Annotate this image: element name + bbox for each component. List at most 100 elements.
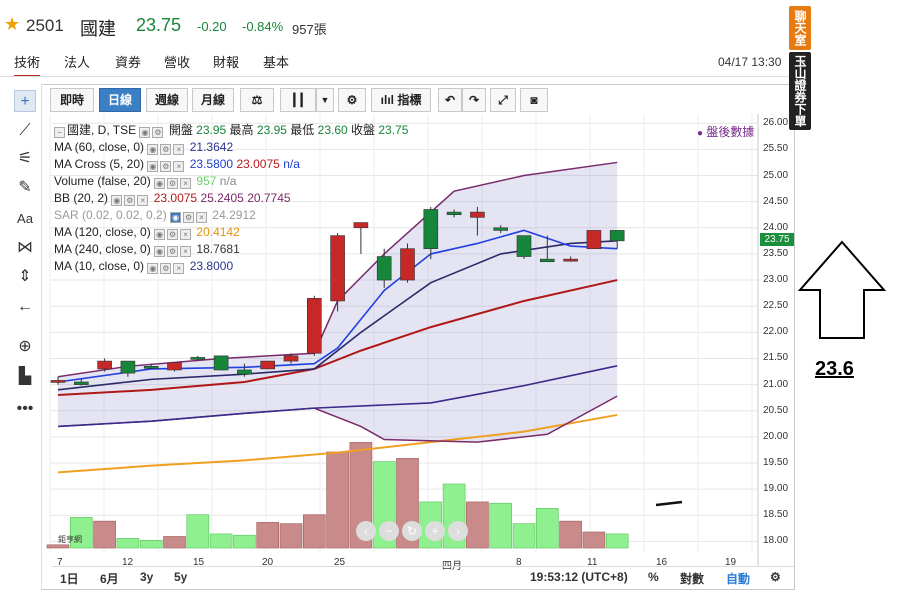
visibility-icon[interactable]: ◉: [111, 195, 123, 206]
intraday-button[interactable]: 即時: [50, 88, 94, 112]
settings-icon[interactable]: ⚙: [160, 161, 172, 172]
close-icon[interactable]: ×: [173, 263, 185, 274]
close-icon[interactable]: ×: [137, 195, 149, 206]
auto-scale-button[interactable]: 自動: [726, 572, 751, 586]
y-tick-label: 26.00: [763, 117, 789, 129]
range-6m-button[interactable]: 6月: [100, 572, 119, 586]
close-icon[interactable]: ×: [180, 178, 192, 189]
zoom-in-icon[interactable]: ⊕: [18, 338, 32, 355]
legend-sar-value: 24.2912: [212, 208, 256, 222]
last-price-label: 23.75: [760, 233, 794, 246]
scroll-right-icon[interactable]: ›: [448, 521, 468, 541]
brush-icon[interactable]: ✎: [18, 179, 32, 196]
settings-icon[interactable]: ⚙: [152, 127, 164, 138]
legend-volume-value: 957: [196, 174, 217, 188]
chevron-down-icon[interactable]: ▼: [316, 88, 334, 112]
visibility-icon[interactable]: ◉: [147, 161, 159, 172]
redo-icon[interactable]: ↷: [462, 88, 486, 112]
fullscreen-icon[interactable]: ⤢: [490, 88, 516, 112]
settings-icon[interactable]: ⚙: [167, 178, 179, 189]
tab-technical[interactable]: 技術: [14, 52, 41, 77]
weekly-button[interactable]: 週線: [146, 88, 188, 112]
settings-gear-icon[interactable]: ⚙: [338, 88, 366, 112]
collapse-icon[interactable]: −: [54, 127, 65, 138]
back-arrow-icon[interactable]: ←: [17, 298, 33, 315]
y-tick-label: 24.50: [763, 195, 789, 207]
legend-volume: Volume (false, 20) ◉ ⚙ × 957 n/a: [54, 173, 236, 189]
range-5y-button[interactable]: 5y: [174, 570, 188, 584]
visibility-icon[interactable]: ◉: [154, 246, 166, 257]
close-icon[interactable]: ×: [173, 161, 185, 172]
settings-icon[interactable]: ⚙: [167, 246, 179, 257]
after-hours-link[interactable]: ● 盤後數據: [697, 123, 754, 140]
stock-price: 23.75: [136, 15, 182, 35]
daily-button[interactable]: 日線: [99, 88, 141, 112]
undo-icon[interactable]: ↶: [438, 88, 462, 112]
clock-time: 19:53:12 (UTC+8): [530, 570, 628, 584]
close-icon[interactable]: ×: [180, 246, 192, 257]
pattern-icon[interactable]: ⋈: [17, 239, 33, 256]
more-icon[interactable]: •••: [16, 400, 34, 417]
x-tick-label: 11: [587, 557, 598, 568]
up-arrow-icon: [797, 240, 887, 339]
visibility-icon[interactable]: ◉: [154, 178, 166, 189]
chat-room-tab[interactable]: 聊天室: [789, 6, 811, 50]
candle-type-icon[interactable]: ┃┃: [280, 88, 316, 112]
close-icon[interactable]: ×: [196, 212, 208, 223]
settings-icon[interactable]: ⚙: [160, 144, 172, 155]
legend-ma10-name: MA (10, close, 0): [54, 259, 145, 273]
settings-gear-small-icon[interactable]: ⚙: [770, 570, 781, 584]
legend-high: 23.95: [256, 123, 287, 137]
update-timestamp: 04/17 13:30: [718, 55, 782, 69]
visibility-icon[interactable]: ◉: [154, 229, 166, 240]
crosshair-icon[interactable]: +: [14, 90, 36, 112]
close-icon[interactable]: ×: [173, 144, 185, 155]
y-tick-label: 21.00: [763, 378, 789, 390]
broker-order-tab[interactable]: 玉山證券下單: [789, 52, 811, 130]
scroll-left-icon[interactable]: ‹: [356, 521, 376, 541]
fibonacci-icon[interactable]: ⚟: [17, 150, 33, 167]
camera-icon[interactable]: ◙: [520, 88, 548, 112]
range-3y-button[interactable]: 3y: [140, 570, 154, 584]
settings-icon[interactable]: ⚙: [160, 263, 172, 274]
ruler-icon[interactable]: ▙: [18, 368, 32, 385]
zoom-out-icon[interactable]: −: [379, 521, 399, 541]
settings-icon[interactable]: ⚙: [183, 212, 195, 223]
indicators-button[interactable]: ılıl 指標: [371, 88, 431, 112]
legend-bb-name: BB (20, 2): [54, 191, 109, 205]
visibility-icon[interactable]: ◉: [170, 212, 182, 223]
compare-scale-icon[interactable]: ⚖: [240, 88, 274, 112]
visibility-icon[interactable]: ◉: [147, 263, 159, 274]
monthly-button[interactable]: 月線: [192, 88, 234, 112]
x-tick-label: 16: [656, 557, 668, 568]
settings-icon[interactable]: ⚙: [124, 195, 136, 206]
y-tick-label: 24.00: [763, 221, 789, 233]
legend-ma60-value: 21.3642: [189, 140, 234, 154]
tab-financials[interactable]: 財報: [213, 55, 240, 70]
y-tick-label: 23.00: [763, 274, 789, 286]
zoom-in-nav-icon[interactable]: +: [425, 521, 445, 541]
legend-high-label: 最高: [229, 123, 254, 137]
measure-icon[interactable]: ⇕: [18, 268, 32, 285]
reset-icon[interactable]: ↻: [402, 521, 422, 541]
legend-ma120: MA (120, close, 0) ◉ ⚙ × 20.4142: [54, 224, 240, 240]
purple-dot-icon: ●: [697, 128, 704, 139]
y-tick-label: 18.50: [763, 509, 789, 521]
visibility-icon[interactable]: ◉: [147, 144, 159, 155]
legend-sar-name: SAR (0.02, 0.02, 0.2): [54, 208, 167, 222]
tab-margin[interactable]: 資券: [115, 55, 142, 70]
close-icon[interactable]: ×: [180, 229, 192, 240]
price-change: -0.20: [197, 19, 227, 34]
trendline-icon[interactable]: ⟋: [19, 122, 31, 139]
stock-name: 國建: [80, 19, 116, 39]
log-scale-button[interactable]: 對數: [680, 572, 705, 586]
visibility-icon[interactable]: ◉: [139, 127, 151, 138]
text-tool-icon[interactable]: Aa: [17, 211, 33, 226]
favorite-star-icon[interactable]: ★: [4, 14, 21, 34]
percent-scale-button[interactable]: %: [648, 570, 659, 584]
tab-basic[interactable]: 基本: [263, 55, 290, 70]
settings-icon[interactable]: ⚙: [167, 229, 179, 240]
tab-revenue[interactable]: 營收: [164, 55, 191, 70]
tab-institutional[interactable]: 法人: [64, 55, 91, 70]
range-1d-button[interactable]: 1日: [60, 572, 79, 586]
